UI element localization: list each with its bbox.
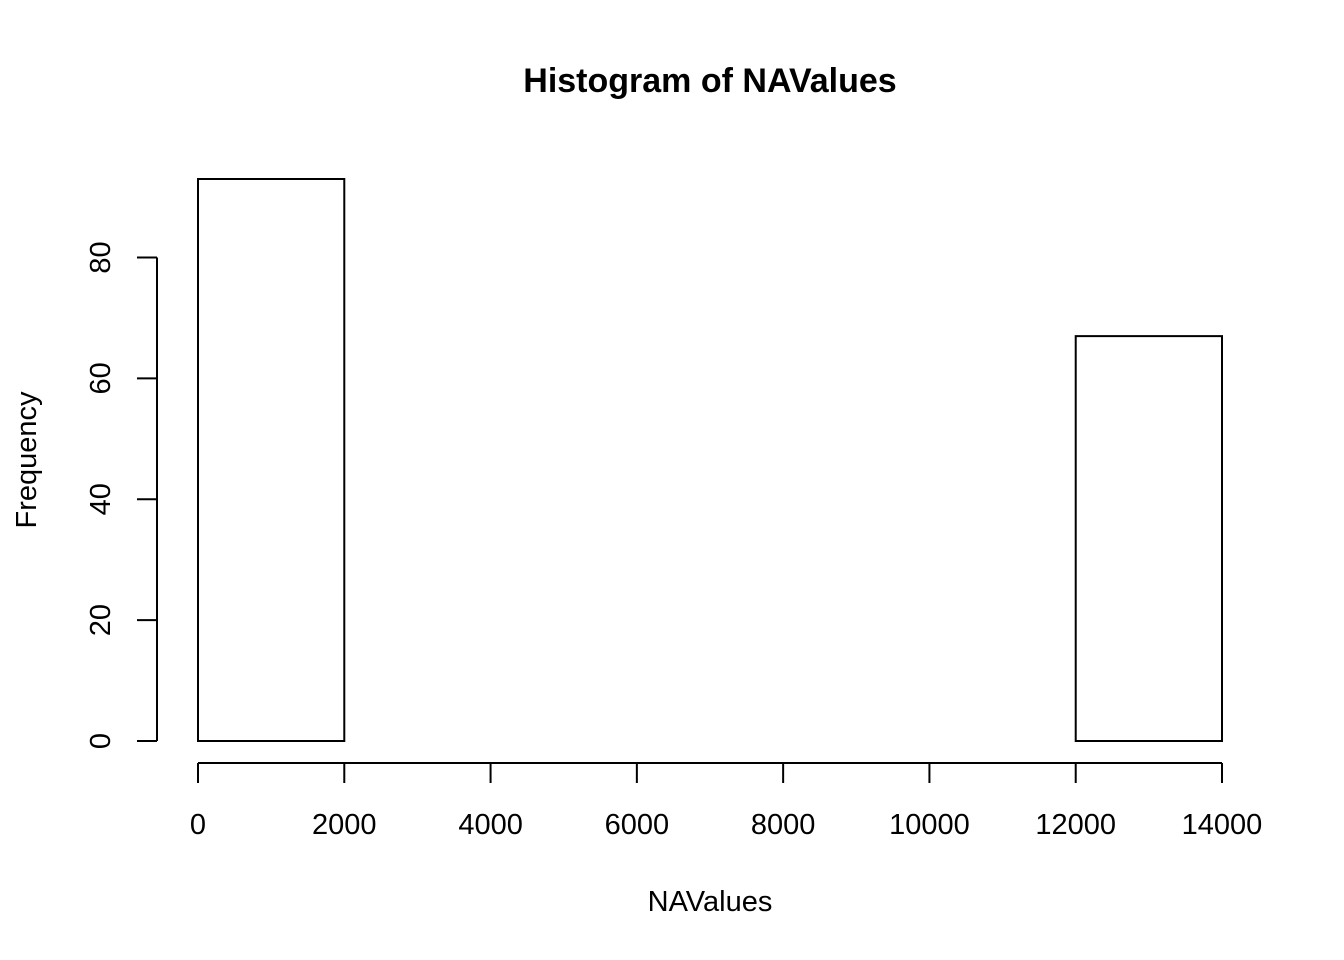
- y-axis: 0 20 40 60 80: [85, 241, 158, 749]
- y-tick-label-3: 60: [85, 362, 117, 394]
- y-tick-label-0: 0: [85, 733, 117, 749]
- x-tick-label-7: 14000: [1182, 809, 1263, 841]
- y-tick-label-4: 80: [85, 241, 117, 273]
- x-axis: 0 2000 4000 6000 8000 10000 12000 14000: [190, 762, 1263, 841]
- x-tick-label-1: 2000: [312, 809, 377, 841]
- x-tick-label-4: 8000: [751, 809, 816, 841]
- x-tick-label-6: 12000: [1035, 809, 1116, 841]
- histogram-bar-6: [1074, 335, 1223, 742]
- chart-title: Histogram of NAValues: [523, 62, 896, 100]
- y-tick-label-1: 20: [85, 604, 117, 636]
- x-tick-label-0: 0: [190, 809, 206, 841]
- y-axis-label: Frequency: [11, 391, 43, 529]
- bars-group: [197, 178, 1223, 742]
- x-tick-label-3: 6000: [605, 809, 670, 841]
- histogram-bar-0: [197, 178, 346, 742]
- y-tick-label-2: 40: [85, 483, 117, 515]
- x-tick-label-2: 4000: [458, 809, 523, 841]
- x-tick-label-5: 10000: [889, 809, 970, 841]
- x-axis-label: NAValues: [648, 886, 773, 918]
